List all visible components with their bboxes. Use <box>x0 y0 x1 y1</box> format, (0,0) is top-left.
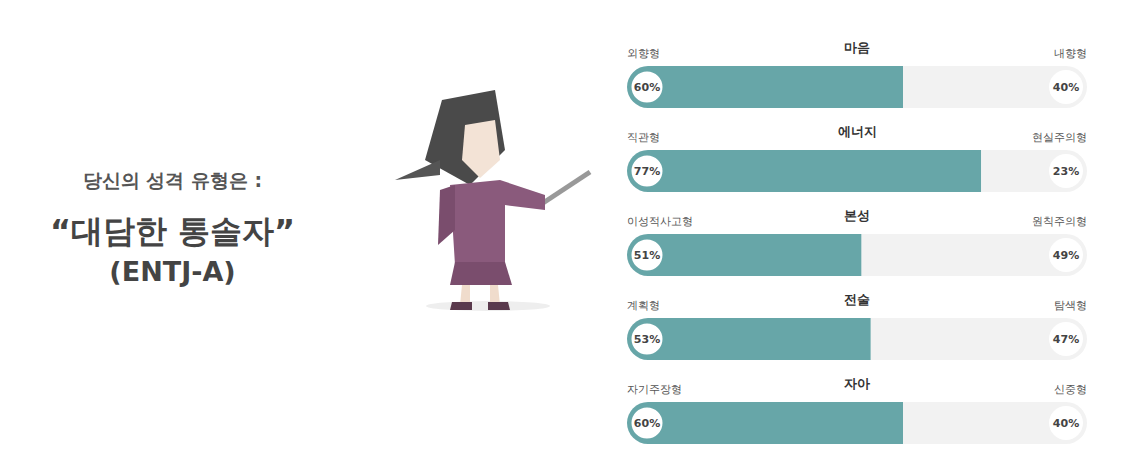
svg-text:현실주의형: 현실주의형 <box>1032 131 1087 144</box>
svg-text:원칙주의형: 원칙주의형 <box>1032 215 1087 228</box>
svg-text:외향형: 외향형 <box>627 47 660 60</box>
svg-text:60%: 60% <box>634 81 660 94</box>
svg-text:49%: 49% <box>1053 249 1079 262</box>
svg-text:47%: 47% <box>1053 333 1079 346</box>
svg-text:자아: 자아 <box>844 376 870 391</box>
svg-text:51%: 51% <box>634 249 660 262</box>
svg-text:이성적사고형: 이성적사고형 <box>627 215 693 228</box>
svg-text:탐색형: 탐색형 <box>1054 299 1087 312</box>
html-text:(ENTJ-A): (ENTJ-A) <box>109 256 236 287</box>
html-text:“대담한 통솔자”: “대담한 통솔자” <box>49 212 296 250</box>
svg-text:본성: 본성 <box>844 208 870 223</box>
svg-text:자기주장형: 자기주장형 <box>627 383 682 396</box>
svg-text:77%: 77% <box>634 165 660 178</box>
svg-text:40%: 40% <box>1053 417 1079 430</box>
svg-text:에너지: 에너지 <box>838 124 877 139</box>
svg-text:내향형: 내향형 <box>1054 47 1087 60</box>
svg-text:전술: 전술 <box>844 292 870 307</box>
svg-text:계획형: 계획형 <box>627 299 660 312</box>
html-text:당신의 성격 유형은 :: 당신의 성격 유형은 : <box>82 169 263 191</box>
svg-text:23%: 23% <box>1053 165 1079 178</box>
svg-text:53%: 53% <box>634 333 660 346</box>
svg-text:신중형: 신중형 <box>1054 383 1087 396</box>
svg-text:40%: 40% <box>1053 81 1079 94</box>
svg-text:직관형: 직관형 <box>627 131 660 144</box>
svg-text:마음: 마음 <box>844 40 870 55</box>
svg-text:60%: 60% <box>634 417 660 430</box>
